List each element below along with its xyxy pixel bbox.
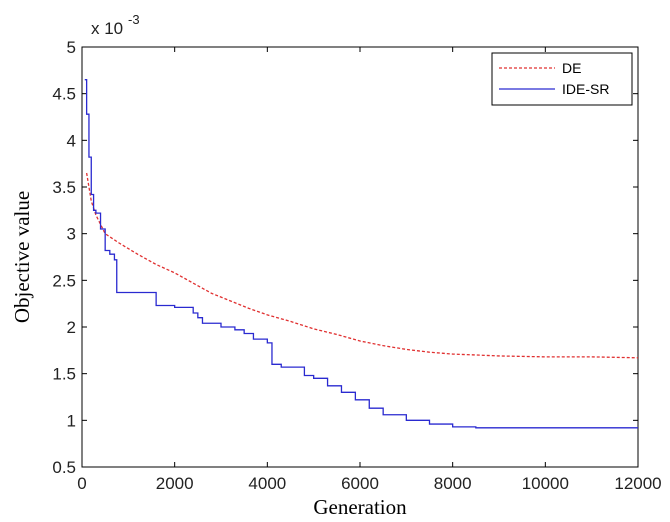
x-tick-label: 10000 (522, 474, 569, 493)
plot-area (81, 46, 639, 468)
series-line-ide-sr (84, 79, 638, 429)
y-tick-label: 2.5 (52, 271, 76, 290)
legend-box (491, 52, 633, 106)
y-ticks: 0.5 1 1.5 2 2.5 3 3.5 4 4.5 5 (52, 38, 638, 477)
x-tick-label: 2000 (156, 474, 194, 493)
series-layer (84, 79, 639, 429)
y-tick-label: 3 (67, 225, 76, 244)
y-tick-label: 3.5 (52, 178, 76, 197)
y-tick-label: 5 (67, 38, 76, 57)
x-tick-label: 12000 (614, 474, 661, 493)
y-tick-label: 1.5 (52, 365, 76, 384)
legend-label-ide-sr: IDE-SR (562, 81, 609, 97)
y-tick-label: 4 (67, 131, 76, 150)
x-ticks: 0 2000 4000 6000 8000 10000 12000 (77, 47, 662, 493)
legend: DE IDE-SR (491, 52, 633, 106)
x-tick-label: 0 (77, 474, 86, 493)
x-axis-title: Generation (313, 495, 407, 519)
y-tick-label: 2 (67, 318, 76, 337)
y-exponent-power: -3 (128, 12, 140, 27)
y-exponent-base: x 10 (91, 19, 123, 38)
y-tick-label: 1 (67, 411, 76, 430)
series-line-de (85, 172, 639, 359)
x-tick-label: 4000 (248, 474, 286, 493)
x-tick-label: 6000 (341, 474, 379, 493)
y-tick-label: 4.5 (52, 85, 76, 104)
y-axis-title: Objective value (10, 191, 34, 323)
x-tick-label: 8000 (434, 474, 472, 493)
y-tick-label: 0.5 (52, 458, 76, 477)
legend-label-de: DE (562, 60, 581, 76)
